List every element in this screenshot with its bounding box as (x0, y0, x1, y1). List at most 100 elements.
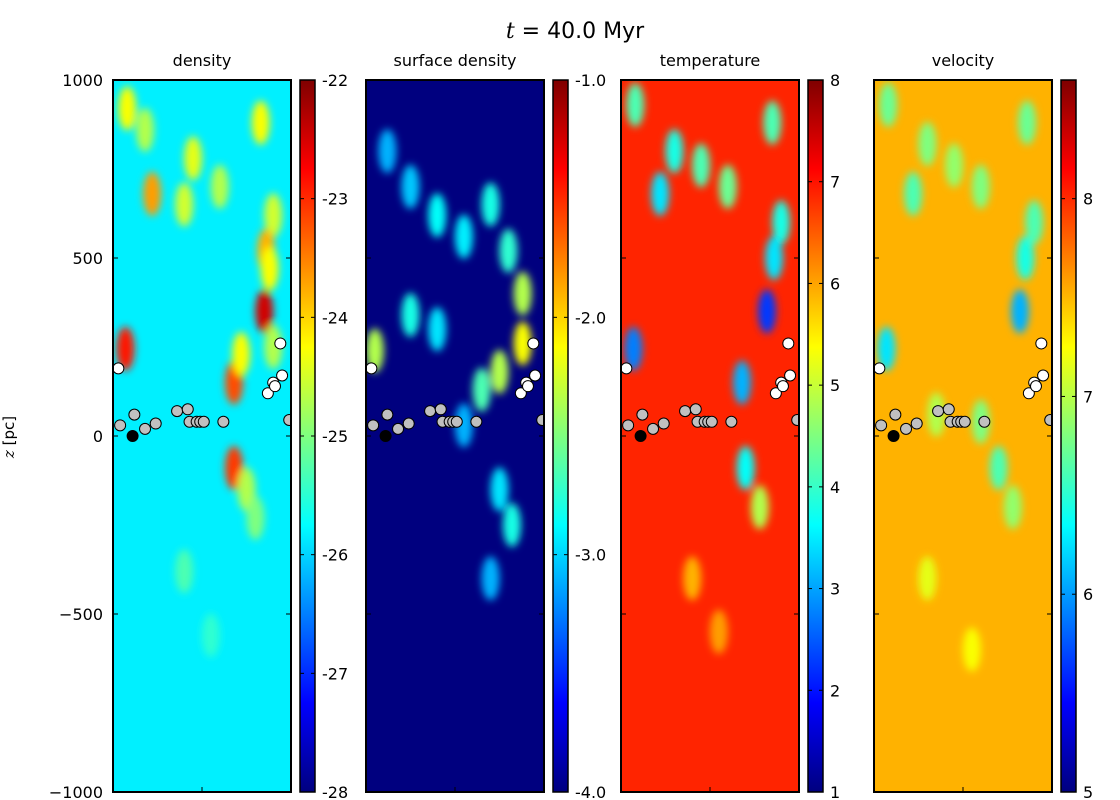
field-clump (945, 143, 964, 188)
star-particle (181, 403, 194, 416)
colorbar-tick-label: -3.0 (575, 546, 606, 565)
colorbar (552, 79, 569, 793)
panel-0: density 1000 500 0 −500 −1000 -22 -23 -24 -25 -26 -… (49, 51, 348, 800)
field-clump (378, 129, 397, 174)
star-particle (521, 380, 534, 393)
star-particle (679, 405, 692, 418)
star-particle (910, 417, 923, 430)
field-clump (692, 143, 711, 188)
field-clump (763, 100, 782, 145)
y-tick-label: 500 (72, 249, 103, 268)
field-clump (971, 164, 990, 209)
star-particle (381, 408, 394, 421)
star-particle (139, 422, 152, 435)
star-particle (1022, 387, 1035, 400)
field-background (621, 80, 799, 792)
star-particle (268, 380, 281, 393)
field-clump (490, 349, 509, 394)
star-particle (402, 417, 415, 430)
star-particles (874, 337, 1052, 442)
star-particle (634, 430, 647, 442)
field-clump (718, 164, 737, 209)
panel-title: density (173, 51, 232, 70)
colorbar-tick-label: -24 (322, 308, 348, 327)
field-clump (175, 549, 194, 594)
field-clump (879, 82, 898, 127)
title-variable: t (506, 19, 515, 44)
colorbar-tick-label: -22 (322, 71, 348, 90)
star-particle (1044, 413, 1052, 426)
y-axis-label: z [pc] (0, 416, 18, 459)
star-particle (529, 369, 542, 382)
field-clump (624, 326, 643, 371)
star-particle (1037, 369, 1050, 382)
star-particle (776, 380, 789, 393)
y-tick-label: −500 (59, 605, 103, 624)
field-clump (401, 164, 420, 209)
star-particle (875, 419, 888, 432)
field-clump (962, 627, 981, 672)
panel-title: velocity (932, 51, 995, 70)
panel-2: temperature 8 7 6 5 4 3 2 1 (620, 51, 840, 800)
colorbar-tick-label: -25 (322, 427, 348, 446)
star-particle (705, 415, 718, 428)
star-particle (689, 403, 702, 416)
star-particle (276, 369, 289, 382)
field-clump (225, 446, 244, 491)
field-clump (401, 292, 420, 337)
field-clump (454, 403, 473, 448)
star-particle (527, 337, 540, 350)
field-clump (733, 360, 752, 405)
star-particle (932, 405, 945, 418)
star-particle (379, 430, 392, 442)
field-clump (481, 556, 500, 601)
star-particle (367, 419, 380, 432)
colorbar-tick-label: 4 (830, 478, 840, 497)
field-clump (490, 467, 509, 512)
star-particle (450, 415, 463, 428)
colorbar-tick-label: 6 (830, 274, 840, 293)
field-clump (136, 107, 155, 152)
field-clump (765, 236, 784, 280)
colorbar-tick-label: 2 (830, 681, 840, 700)
field-clump (651, 171, 670, 216)
colorbar-tick-label: 6 (1083, 585, 1093, 604)
field-clump (175, 182, 194, 227)
field-clump (255, 289, 274, 334)
star-particle (114, 419, 127, 432)
colorbar (807, 79, 824, 793)
field-structures (116, 86, 283, 658)
star-particle (636, 408, 649, 421)
field-structures (366, 129, 532, 601)
field-structures (624, 82, 791, 654)
colorbar-tick-label: -27 (322, 664, 348, 683)
y-axis-unit: [pc] (0, 416, 18, 450)
panel-group: density 1000 500 0 −500 −1000 -22 -23 -24 -25 -26 -… (49, 51, 1093, 800)
field-clump (246, 495, 265, 540)
star-particle (434, 403, 447, 416)
panel-1: surface density -1.0 -2.0 -3.0 -4.0 (365, 51, 606, 800)
star-particle (621, 362, 633, 375)
star-particle (217, 415, 230, 428)
panel-title: temperature (660, 51, 761, 70)
field-clump (454, 214, 473, 259)
y-axis-variable: z (0, 450, 18, 459)
field-clump (904, 171, 923, 216)
colorbar-tick-label: 8 (1083, 190, 1093, 209)
star-particles (366, 337, 544, 442)
colorbar-tick-label: 8 (830, 71, 840, 90)
title-value: = 40.0 Myr (515, 19, 645, 44)
star-particle (887, 430, 900, 442)
colorbar-tick-label: -4.0 (575, 783, 606, 800)
field-clump (709, 609, 728, 654)
field-clump (665, 129, 684, 174)
field-clump (989, 446, 1008, 491)
field-clump (260, 246, 279, 291)
field-clump (428, 307, 447, 352)
field-background (113, 80, 291, 792)
field-clump (683, 556, 702, 601)
panel-3: velocity 8 7 6 5 (873, 51, 1093, 800)
field-clump (1025, 200, 1044, 245)
y-tick-label: −1000 (49, 783, 103, 800)
